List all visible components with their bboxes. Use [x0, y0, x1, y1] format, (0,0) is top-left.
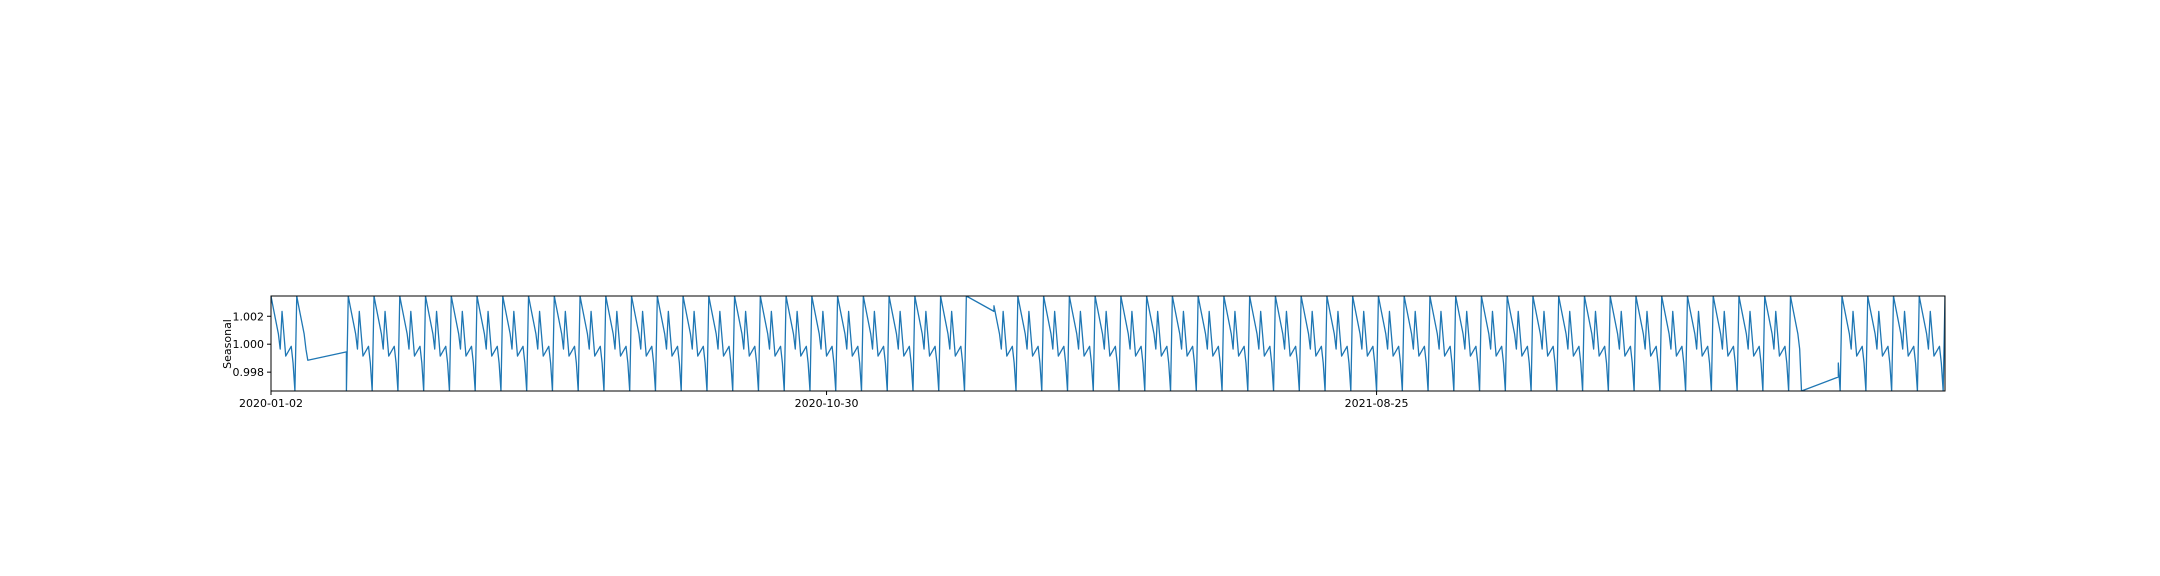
- plot-frame: [270, 295, 1946, 392]
- seasonal-series-line: [271, 296, 1945, 391]
- x-tick-label: 2020-01-02: [239, 397, 303, 410]
- x-tick-label: 2020-10-30: [795, 397, 859, 410]
- y-axis-label: Seasonal: [221, 319, 234, 369]
- axes-layer: 0.998 1.000 1.002 2020-01-02 2020-10-30 2021-…: [233, 295, 1946, 410]
- y-tick-label: 1.002: [233, 310, 265, 323]
- series-layer: [271, 296, 1945, 391]
- y-tick-label: 0.998: [233, 366, 265, 379]
- x-tick-label: 2021-08-25: [1345, 397, 1409, 410]
- y-tick-label: 1.000: [233, 338, 265, 351]
